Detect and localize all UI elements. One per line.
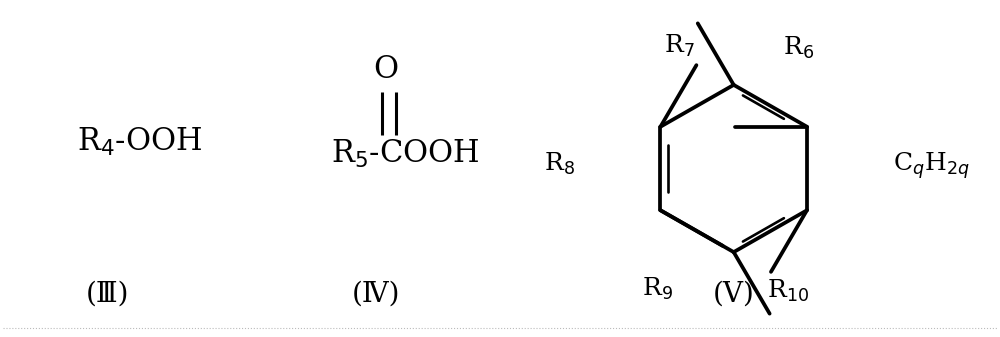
- Text: R$_8$: R$_8$: [544, 150, 575, 177]
- Text: (Ⅲ): (Ⅲ): [85, 281, 129, 308]
- Text: R$_7$: R$_7$: [664, 33, 694, 59]
- Text: (Ⅳ): (Ⅳ): [351, 281, 400, 308]
- Text: (Ⅴ): (Ⅴ): [713, 281, 755, 308]
- Text: R$_5$-COOH: R$_5$-COOH: [331, 137, 479, 170]
- Text: C$_q$H$_{2q}$: C$_q$H$_{2q}$: [893, 150, 970, 181]
- Text: R$_4$-OOH: R$_4$-OOH: [77, 126, 202, 158]
- Text: R$_9$: R$_9$: [642, 275, 673, 302]
- Text: R$_6$: R$_6$: [783, 34, 814, 61]
- Text: O: O: [373, 54, 398, 85]
- Text: R$_{10}$: R$_{10}$: [767, 278, 809, 304]
